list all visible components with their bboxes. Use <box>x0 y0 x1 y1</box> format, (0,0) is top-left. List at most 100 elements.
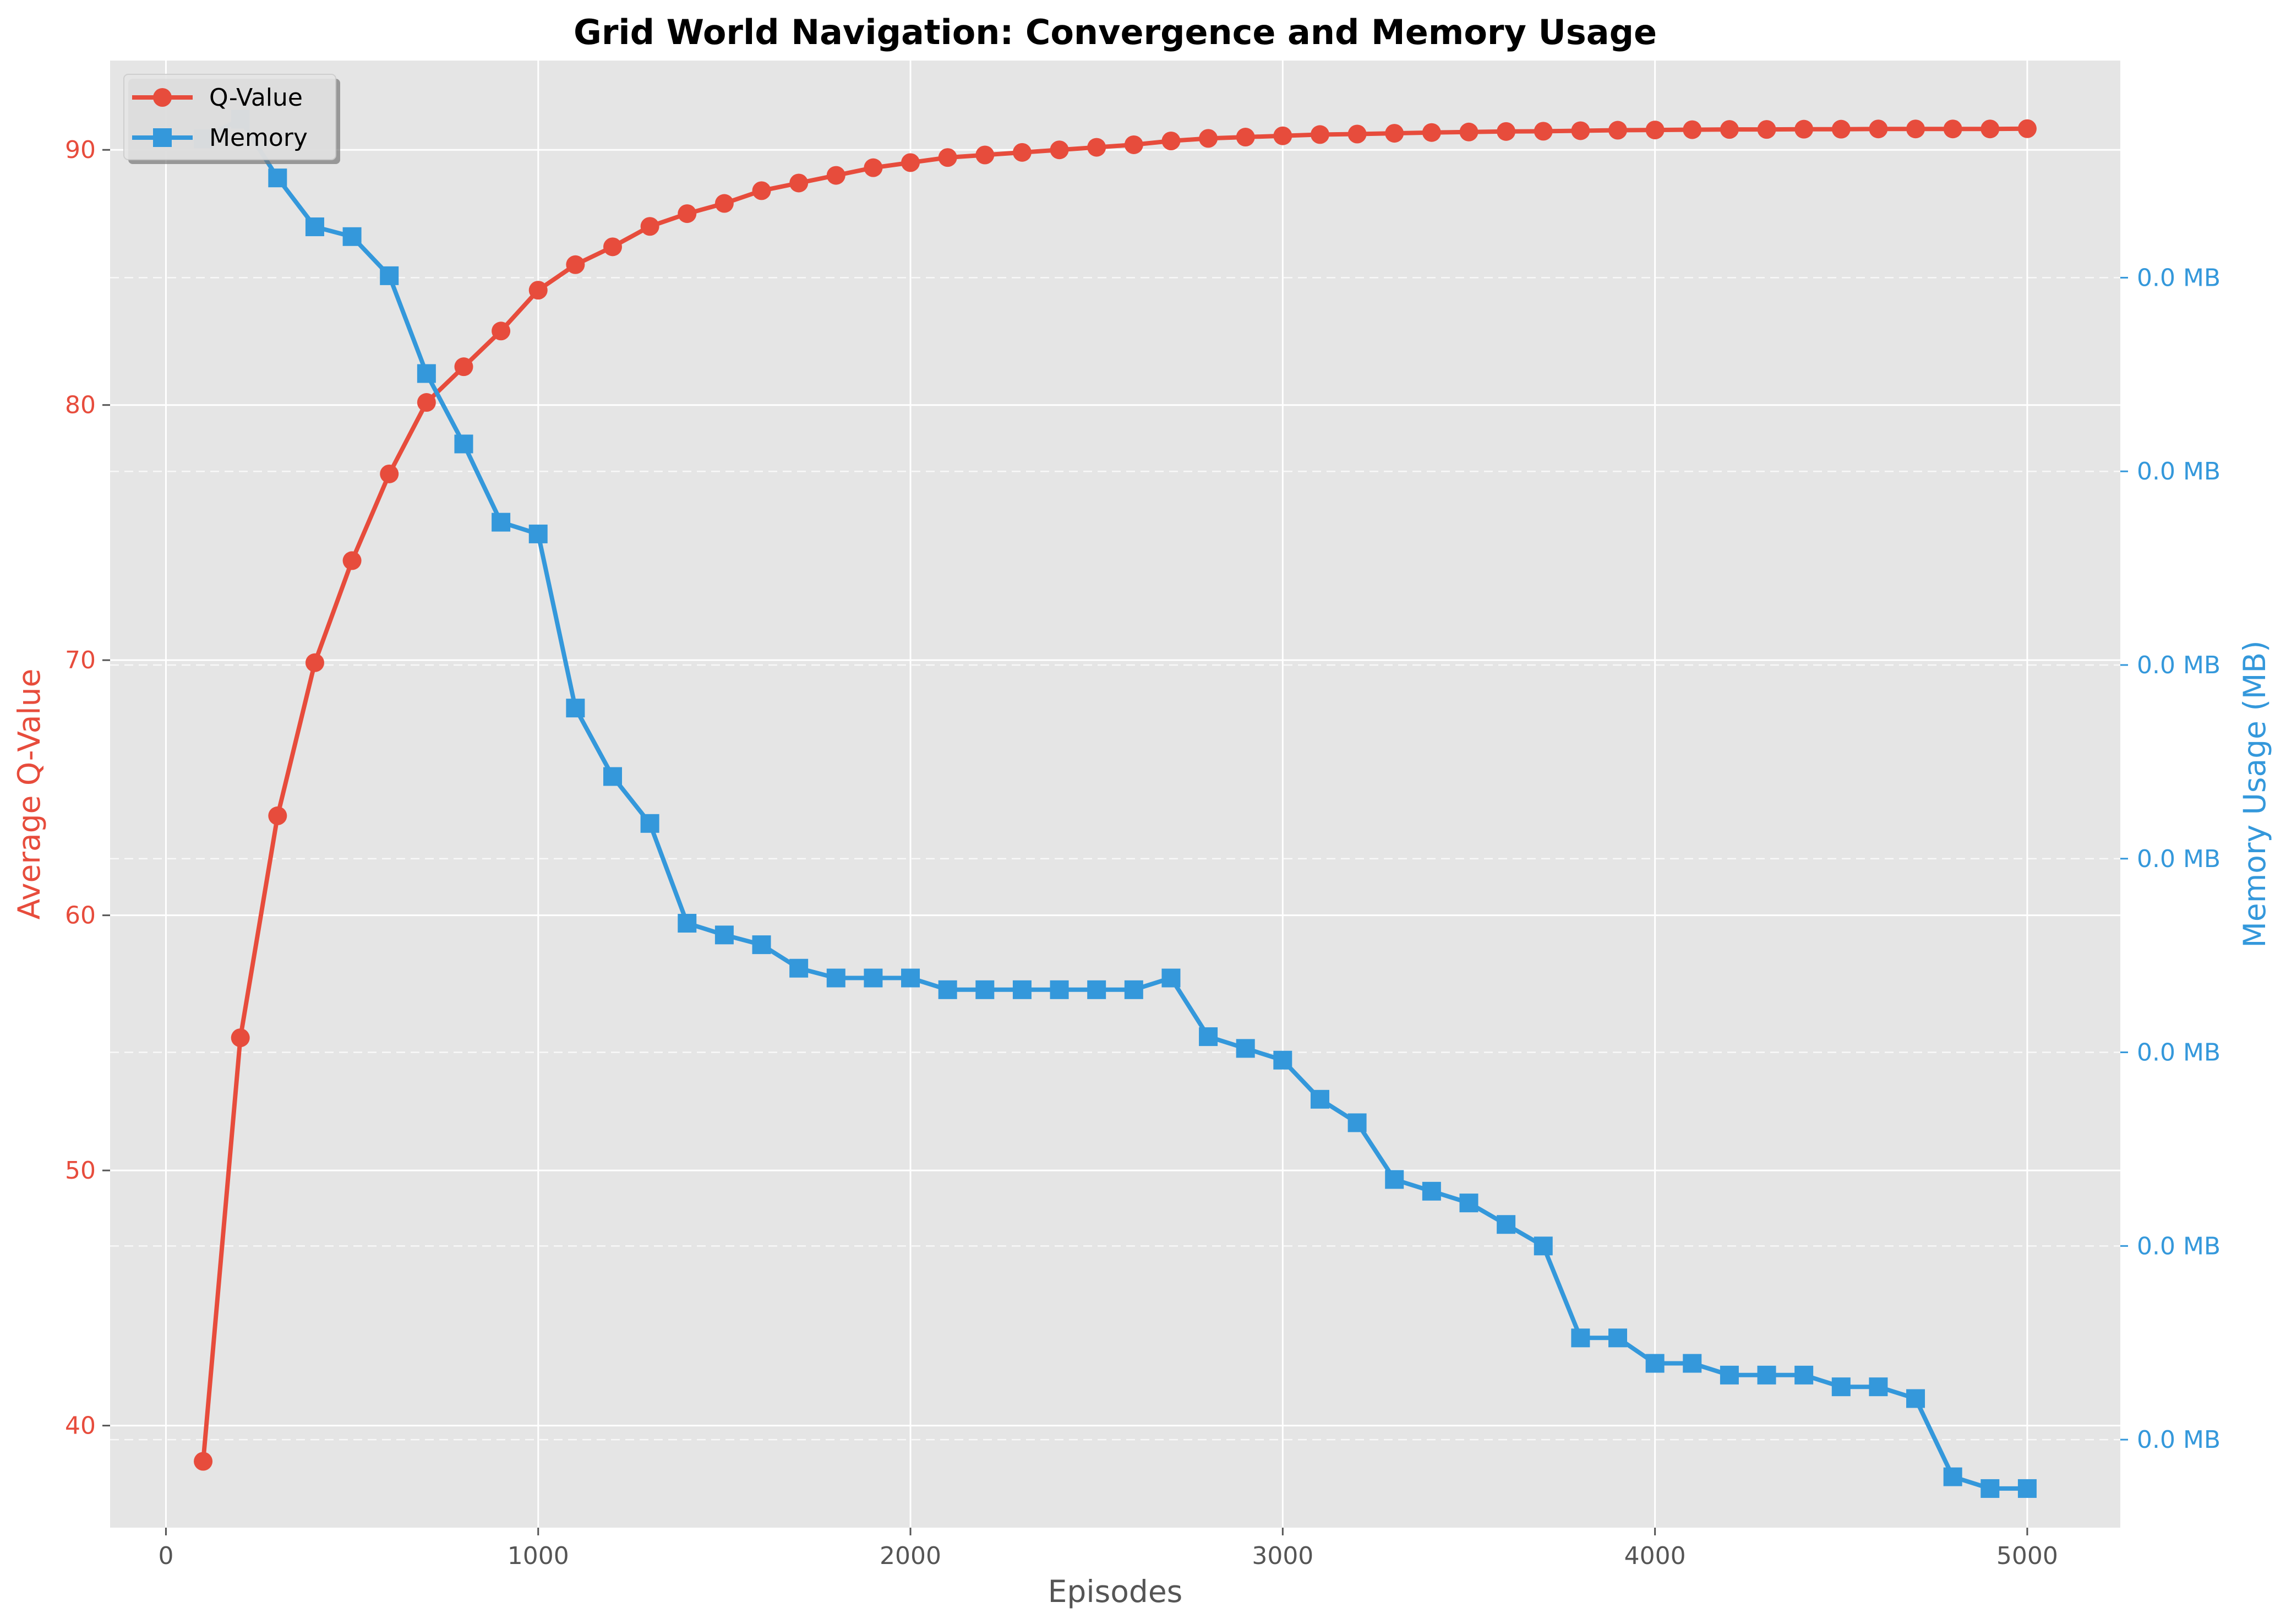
memory-point <box>1087 980 1106 999</box>
x-tick-label: 2000 <box>880 1542 941 1570</box>
y-right-tick-label: 0.0 MB <box>2137 1426 2220 1454</box>
qvalue-point <box>752 181 771 200</box>
x-tick-label: 4000 <box>1624 1542 1686 1570</box>
x-tick-label: 5000 <box>1996 1542 2058 1570</box>
qvalue-point <box>1124 135 1143 154</box>
memory-point <box>1534 1236 1553 1256</box>
qvalue-point <box>1720 120 1739 139</box>
qvalue-point <box>268 806 287 825</box>
qvalue-point <box>1831 119 1851 139</box>
qvalue-point <box>1981 119 2000 139</box>
memory-point <box>1869 1377 1888 1397</box>
qvalue-point <box>1050 140 1069 160</box>
qvalue-point <box>1943 119 1962 139</box>
qvalue-point <box>640 217 659 236</box>
y-right-tick-label: 0.0 MB <box>2137 651 2220 679</box>
y-right-tick-label: 0.0 MB <box>2137 1039 2220 1067</box>
memory-point <box>752 935 771 955</box>
qvalue-point <box>2017 119 2037 138</box>
qvalue-point <box>1497 122 1516 141</box>
y-axis-left-label: Average Q-Value <box>12 669 47 920</box>
y-left-tick-label: 70 <box>65 646 96 674</box>
memory-point <box>603 767 622 786</box>
qvalue-point <box>1087 138 1106 157</box>
memory-point <box>305 217 324 237</box>
qvalue-point <box>1012 143 1032 162</box>
memory-point <box>1161 968 1181 988</box>
memory-point <box>380 266 399 285</box>
qvalue-point <box>528 281 548 300</box>
memory-point <box>1906 1389 1925 1408</box>
qvalue-point <box>1683 120 1702 139</box>
qvalue-point <box>1869 119 1888 139</box>
qvalue-point <box>678 204 697 224</box>
memory-point <box>1981 1479 2000 1498</box>
qvalue-point <box>454 357 473 377</box>
y-right-tick-label: 0.0 MB <box>2137 845 2220 873</box>
y-axis-right-label: Memory Usage (MB) <box>2237 640 2272 947</box>
qvalue-point <box>1459 122 1478 141</box>
legend-qvalue-dot <box>153 88 172 107</box>
memory-point <box>714 925 734 945</box>
qvalue-point <box>417 393 436 412</box>
qvalue-point <box>1347 124 1367 144</box>
x-tick-label: 1000 <box>508 1542 569 1570</box>
memory-point <box>566 699 585 718</box>
qvalue-point <box>603 237 622 257</box>
memory-point <box>1683 1354 1702 1373</box>
memory-point <box>789 958 809 978</box>
memory-point <box>1012 980 1032 999</box>
chart-title: Grid World Navigation: Convergence and M… <box>574 12 1657 52</box>
qvalue-point <box>1273 126 1292 145</box>
memory-point <box>901 968 920 988</box>
y-right-tick-label: 0.0 MB <box>2137 264 2220 292</box>
memory-point <box>1422 1181 1441 1201</box>
memory-point <box>1124 980 1143 999</box>
memory-point <box>1459 1194 1478 1213</box>
qvalue-point <box>1906 119 1925 139</box>
qvalue-point <box>826 166 845 185</box>
memory-point <box>1608 1328 1627 1348</box>
memory-point <box>1236 1039 1255 1058</box>
x-axis: 0 1000 2000 3000 4000 5000 <box>158 1528 2058 1570</box>
qvalue-point <box>492 321 511 341</box>
memory-point <box>342 227 362 246</box>
qvalue-series <box>194 119 2037 1471</box>
qvalue-point <box>566 255 585 274</box>
legend: Q-Value Memory <box>123 74 340 164</box>
qvalue-point <box>1236 128 1255 147</box>
memory-point <box>640 814 659 833</box>
memory-point <box>1757 1365 1776 1385</box>
memory-point <box>454 434 473 454</box>
x-tick-label: 0 <box>158 1542 173 1570</box>
y-right-tick-label: 0.0 MB <box>2137 457 2220 486</box>
legend-memory-label: Memory <box>209 124 308 152</box>
y-axis-right: 0.0 MB 0.0 MB 0.0 MB 0.0 MB 0.0 MB 0.0 MB 0.0 … <box>2120 264 2220 1454</box>
legend-memory-marker <box>132 128 193 147</box>
qvalue-point <box>1757 120 1776 139</box>
qvalue-point <box>1385 124 1404 143</box>
qvalue-point <box>1571 121 1590 140</box>
qvalue-point <box>1422 123 1441 142</box>
y-axis-left: 40 50 60 70 80 90 <box>65 136 110 1440</box>
legend-qvalue-label: Q-Value <box>209 84 303 112</box>
qvalue-point <box>1645 121 1665 140</box>
memory-point <box>1310 1089 1329 1109</box>
memory-point <box>938 980 957 999</box>
memory-point <box>417 364 436 383</box>
memory-point <box>826 968 845 988</box>
memory-point <box>1050 980 1069 999</box>
memory-point <box>2017 1479 2037 1498</box>
memory-point <box>1794 1365 1814 1385</box>
memory-point <box>678 914 697 933</box>
qvalue-point <box>864 158 883 177</box>
legend-qvalue-marker <box>132 88 193 107</box>
qvalue-point <box>975 145 995 165</box>
memory-point <box>1831 1377 1851 1397</box>
qvalue-point <box>194 1452 213 1471</box>
series-layer <box>194 110 2037 1498</box>
memory-series <box>194 110 2037 1498</box>
memory-point <box>1199 1027 1218 1047</box>
